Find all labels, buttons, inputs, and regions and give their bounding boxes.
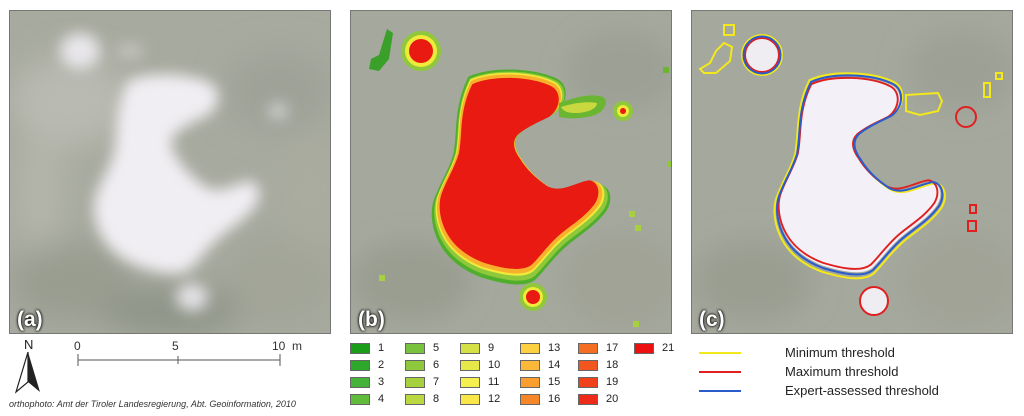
panel-a-label: (a) bbox=[17, 308, 43, 331]
class-swatch bbox=[578, 377, 598, 388]
class-label: 8 bbox=[433, 393, 440, 405]
classification-map bbox=[351, 11, 671, 333]
class-swatch bbox=[578, 360, 598, 371]
class-label: 2 bbox=[378, 359, 385, 371]
class-legend-item: 16 bbox=[520, 393, 560, 406]
class-swatch bbox=[350, 360, 370, 371]
scale-tick-5: 5 bbox=[172, 339, 179, 353]
threshold-line-swatch bbox=[699, 371, 741, 373]
class-label: 13 bbox=[548, 342, 561, 354]
credit-text: orthophoto: Amt der Tiroler Landesregier… bbox=[9, 399, 296, 409]
panel-a-orthophoto: (a) bbox=[9, 10, 331, 334]
class-swatch bbox=[405, 377, 425, 388]
class-legend-item: 21 bbox=[634, 342, 674, 355]
class-swatch bbox=[460, 377, 480, 388]
class-label: 19 bbox=[606, 376, 619, 388]
panel-c-label: (c) bbox=[699, 308, 725, 331]
panel-b-classification: (b) bbox=[350, 10, 672, 334]
class-legend-item: 6 bbox=[405, 359, 439, 372]
class-legend-item: 10 bbox=[460, 359, 500, 372]
class-swatch bbox=[350, 343, 370, 354]
class-label: 21 bbox=[662, 342, 675, 354]
threshold-legend: Minimum threshold Maximum threshold Expert… bbox=[697, 345, 1017, 405]
panel-b-label: (b) bbox=[358, 308, 385, 331]
scale-bar-graphic bbox=[77, 354, 281, 366]
class-swatch bbox=[405, 343, 425, 354]
class-swatch bbox=[520, 343, 540, 354]
threshold-label: Maximum threshold bbox=[785, 364, 899, 379]
class-swatch bbox=[350, 377, 370, 388]
class-legend-item: 19 bbox=[578, 376, 618, 389]
threshold-outline-map bbox=[692, 11, 1012, 333]
class-legend: 1 2 3 4 5 6 7 8 9 10 11 12 13 14 15 16 17 18 19 20 21 bbox=[350, 342, 680, 408]
class-legend-item: 5 bbox=[405, 342, 439, 355]
class-legend-item: 11 bbox=[460, 376, 499, 389]
class-label: 18 bbox=[606, 359, 619, 371]
class-label: 12 bbox=[488, 393, 501, 405]
class-label: 16 bbox=[548, 393, 561, 405]
class-label: 14 bbox=[548, 359, 561, 371]
class-label: 9 bbox=[488, 342, 495, 354]
scale-bar: 0 5 10 m bbox=[60, 340, 310, 380]
panel-c-thresholds: (c) bbox=[691, 10, 1013, 334]
class-swatch bbox=[350, 394, 370, 405]
class-label: 1 bbox=[378, 342, 385, 354]
class-swatch bbox=[460, 343, 480, 354]
class-legend-item: 2 bbox=[350, 359, 384, 372]
class-legend-item: 9 bbox=[460, 342, 494, 355]
scale-tick-10: 10 bbox=[272, 339, 286, 353]
scale-unit: m bbox=[292, 339, 302, 353]
threshold-legend-item: Expert-assessed threshold bbox=[697, 383, 1017, 399]
class-legend-item: 18 bbox=[578, 359, 618, 372]
class-label: 15 bbox=[548, 376, 561, 388]
class-label: 7 bbox=[433, 376, 440, 388]
class-label: 4 bbox=[378, 393, 385, 405]
class-swatch bbox=[520, 360, 540, 371]
class-legend-item: 4 bbox=[350, 393, 384, 406]
threshold-label: Minimum threshold bbox=[785, 345, 895, 360]
class-legend-item: 13 bbox=[520, 342, 560, 355]
north-arrow-icon bbox=[14, 352, 40, 394]
scale-tick-0: 0 bbox=[74, 339, 81, 353]
class-swatch bbox=[634, 343, 654, 354]
orthophoto-image bbox=[10, 11, 330, 333]
class-label: 6 bbox=[433, 359, 440, 371]
class-label: 20 bbox=[606, 393, 619, 405]
class-swatch bbox=[405, 360, 425, 371]
class-legend-item: 1 bbox=[350, 342, 384, 355]
class-swatch bbox=[578, 343, 598, 354]
class-label: 17 bbox=[606, 342, 619, 354]
threshold-label: Expert-assessed threshold bbox=[785, 383, 939, 398]
north-letter: N bbox=[24, 337, 34, 352]
threshold-legend-item: Minimum threshold bbox=[697, 345, 1017, 361]
class-legend-item: 7 bbox=[405, 376, 439, 389]
north-arrow: N bbox=[14, 338, 46, 398]
class-legend-item: 15 bbox=[520, 376, 560, 389]
class-label: 10 bbox=[488, 359, 501, 371]
class-legend-item: 8 bbox=[405, 393, 439, 406]
class-legend-item: 12 bbox=[460, 393, 500, 406]
threshold-legend-item: Maximum threshold bbox=[697, 364, 1017, 380]
class-label: 11 bbox=[488, 376, 500, 388]
class-legend-item: 17 bbox=[578, 342, 618, 355]
class-legend-item: 3 bbox=[350, 376, 384, 389]
threshold-line-swatch bbox=[699, 390, 741, 392]
class-swatch bbox=[520, 377, 540, 388]
class-legend-item: 20 bbox=[578, 393, 618, 406]
class-label: 5 bbox=[433, 342, 440, 354]
class-legend-item: 14 bbox=[520, 359, 560, 372]
class-swatch bbox=[460, 360, 480, 371]
class-swatch bbox=[460, 394, 480, 405]
class-swatch bbox=[578, 394, 598, 405]
threshold-line-swatch bbox=[699, 352, 741, 354]
class-swatch bbox=[405, 394, 425, 405]
class-swatch bbox=[520, 394, 540, 405]
class-label: 3 bbox=[378, 376, 385, 388]
